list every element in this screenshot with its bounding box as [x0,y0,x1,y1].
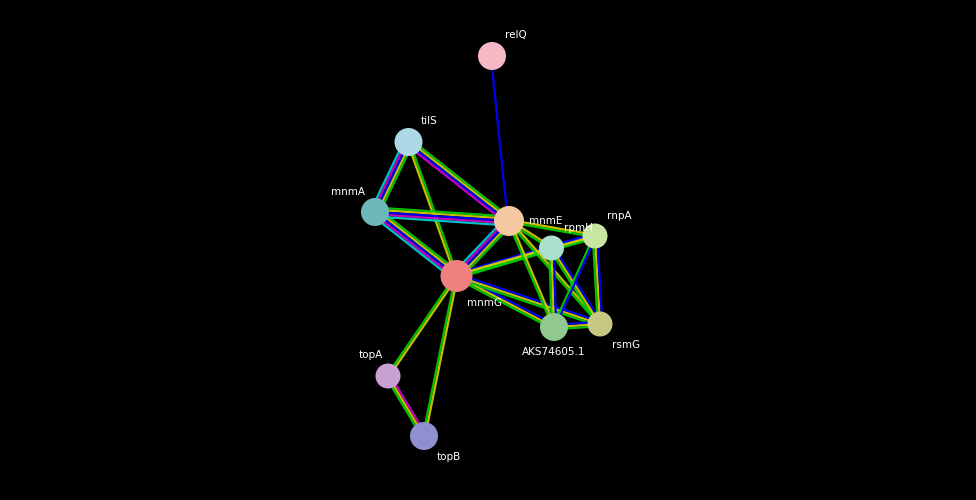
Text: rsmG: rsmG [613,340,640,350]
Text: mnmE: mnmE [529,216,562,226]
Circle shape [394,128,423,156]
Circle shape [539,236,564,260]
Circle shape [440,260,472,292]
Text: AKS74605.1: AKS74605.1 [522,347,586,357]
Circle shape [583,224,607,248]
Text: mnmG: mnmG [467,298,502,308]
Text: rpmH: rpmH [564,223,592,233]
Circle shape [361,198,389,226]
Text: relQ: relQ [505,30,526,40]
Circle shape [494,206,524,236]
Circle shape [588,312,613,336]
Circle shape [540,313,568,341]
Text: tilS: tilS [421,116,438,126]
Circle shape [478,42,506,70]
Circle shape [376,364,400,388]
Text: rnpA: rnpA [607,211,632,221]
Text: topB: topB [436,452,461,462]
Text: topA: topA [359,350,383,360]
Text: mnmA: mnmA [331,187,365,197]
Circle shape [410,422,438,450]
